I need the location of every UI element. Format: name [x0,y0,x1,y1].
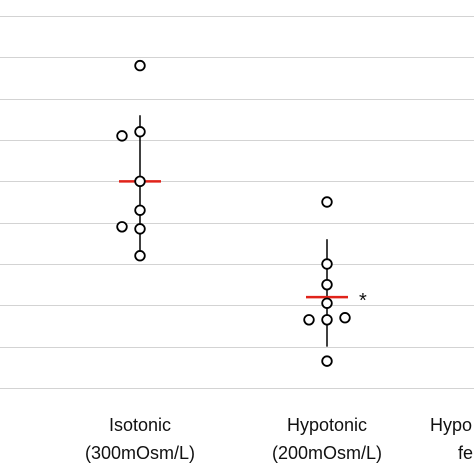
range-lines [139,115,328,347]
data-point [321,196,333,208]
data-point [321,278,333,291]
mean-markers [119,180,348,299]
data-point [134,126,146,138]
data-point [116,221,128,233]
data-point [134,223,146,235]
data-points [116,59,351,367]
data-point [134,204,146,216]
data-point [134,59,146,72]
x-tick-label-line2: fe [458,443,473,463]
data-point [303,314,315,326]
data-point [321,297,333,309]
data-point [321,258,333,270]
x-tick-label-line1: Hypo [430,415,472,435]
annotations: * [359,290,367,312]
gridlines [0,16,474,389]
data-point [134,250,146,262]
x-tick-label-line2: (200mOsm/L) [272,443,382,463]
significance-annotation: * [359,290,367,312]
x-tick-label-line1: Hypotonic [287,415,367,435]
data-point [321,314,333,326]
x-axis-labels: Isotonic (300mOsm/L) Hypotonic (200mOsm/L) H… [85,415,473,463]
x-tick-label-line2: (300mOsm/L) [85,443,195,463]
data-point [116,130,128,142]
x-tick-label-line1: Isotonic [109,415,171,435]
data-point [339,312,351,324]
data-point [134,175,146,188]
data-point [321,355,333,367]
